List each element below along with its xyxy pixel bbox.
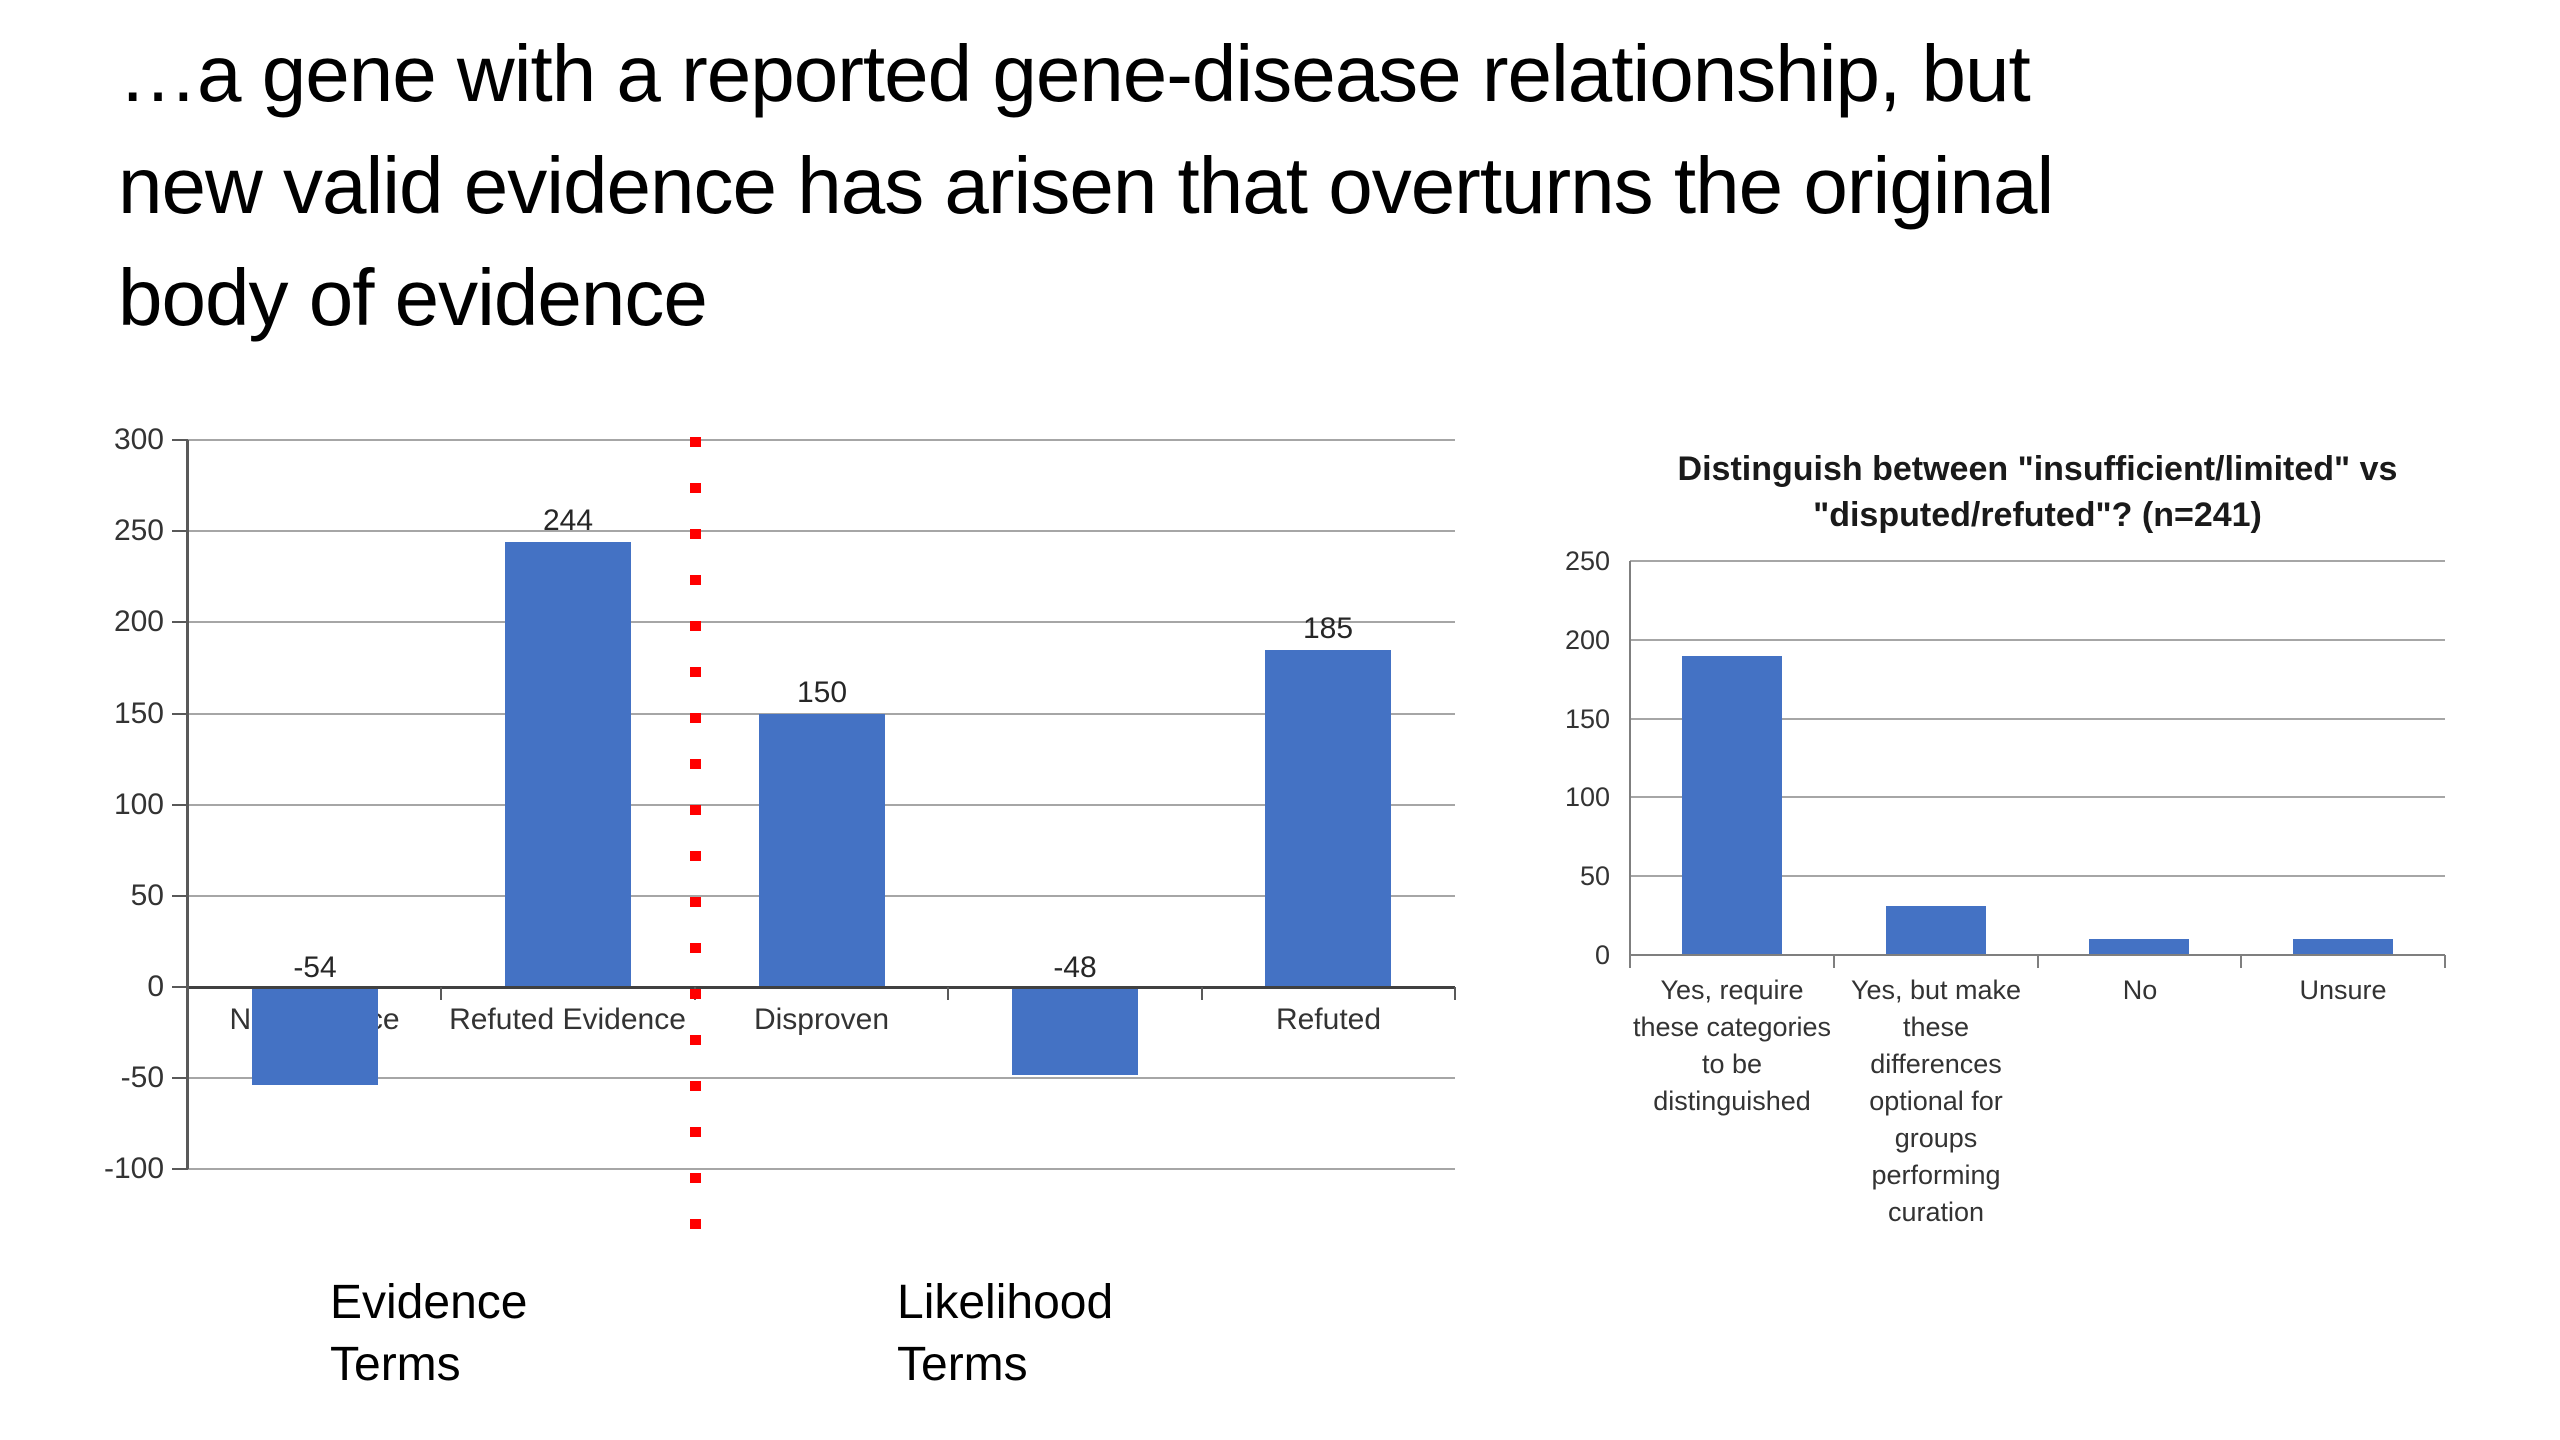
y-axis-label: 150 [113, 697, 164, 730]
category-axis-tick [947, 987, 949, 1000]
gridline [1630, 796, 2445, 798]
y-axis-label: 250 [113, 514, 164, 547]
bar [252, 987, 378, 1085]
y-axis-label: 50 [130, 879, 164, 912]
bar [1886, 906, 1986, 955]
y-axis-label: 0 [1594, 940, 1610, 970]
gridline [1630, 639, 2445, 641]
bar [1012, 987, 1138, 1075]
category-axis-tick [1454, 987, 1456, 1000]
y-axis-tick [172, 1077, 188, 1079]
y-axis-label: 300 [113, 423, 164, 456]
gridline [188, 1077, 1455, 1079]
y-axis-label: 50 [1579, 861, 1610, 891]
y-axis-label: 100 [113, 788, 164, 821]
data-label: 150 [796, 676, 848, 709]
category-axis-tick [2444, 955, 2446, 968]
likelihood-terms-label: Likelihood Terms [897, 1276, 1114, 1391]
gridline [1630, 875, 2445, 877]
y-axis-label: 150 [1564, 704, 1610, 734]
evidence-terms-label: Evidence Terms [330, 1276, 528, 1391]
red-dotted-divider-line [690, 437, 701, 1231]
y-axis-tick [172, 439, 188, 441]
bar [2293, 939, 2393, 955]
bar [759, 714, 885, 987]
category-label: No [2122, 975, 2158, 1005]
y-axis-label: -100 [103, 1152, 164, 1185]
gridline [1630, 718, 2445, 720]
bar [2089, 939, 2189, 955]
y-axis-tick [172, 530, 188, 532]
gridline [188, 621, 1455, 623]
gridline [188, 1168, 1455, 1170]
category-axis-tick [1201, 987, 1203, 1000]
y-axis-line [186, 440, 189, 1169]
y-axis-tick [172, 986, 188, 988]
y-axis-label: 100 [1564, 782, 1610, 812]
category-axis-tick [187, 987, 189, 1000]
category-label: Yes, but make these differences optional… [1850, 975, 2022, 1227]
category-label: Refuted Evidence [449, 1003, 686, 1036]
y-axis-tick [172, 804, 188, 806]
bar [505, 542, 631, 987]
bar [1682, 656, 1782, 955]
category-axis-tick [1833, 955, 1835, 968]
category-label: Refuted [1275, 1003, 1382, 1036]
y-axis-tick [172, 621, 188, 623]
y-axis-label: 250 [1564, 546, 1610, 576]
category-axis-tick [2240, 955, 2242, 968]
y-axis-label: 200 [1564, 625, 1610, 655]
y-axis-label: 200 [113, 605, 164, 638]
category-label: Disproven [753, 1003, 890, 1036]
y-axis-tick [172, 1168, 188, 1170]
page-title: …a gene with a reported gene-disease rel… [118, 29, 2054, 342]
data-label: -48 [1053, 951, 1097, 984]
category-label: Unsure [2299, 975, 2387, 1005]
y-axis-line [1629, 561, 1631, 967]
data-label: 244 [542, 504, 594, 537]
category-axis-tick [440, 987, 442, 1000]
data-label: -54 [293, 951, 337, 984]
data-label: 185 [1302, 612, 1354, 645]
category-label: Yes, require these categories to be dist… [1632, 975, 1832, 1116]
gridline [1630, 560, 2445, 562]
zero-axis-line [188, 986, 1455, 989]
gridline [188, 439, 1455, 441]
y-axis-label: 0 [147, 970, 164, 1003]
y-axis-tick [172, 713, 188, 715]
y-axis-label: -50 [120, 1061, 164, 1094]
gridline [188, 530, 1455, 532]
bar [1265, 650, 1391, 987]
category-axis-tick [2037, 955, 2039, 968]
y-axis-tick [172, 895, 188, 897]
survey-chart-title: Distinguish between "insufficient/limite… [1677, 450, 2398, 534]
category-axis-tick [1629, 955, 1631, 968]
